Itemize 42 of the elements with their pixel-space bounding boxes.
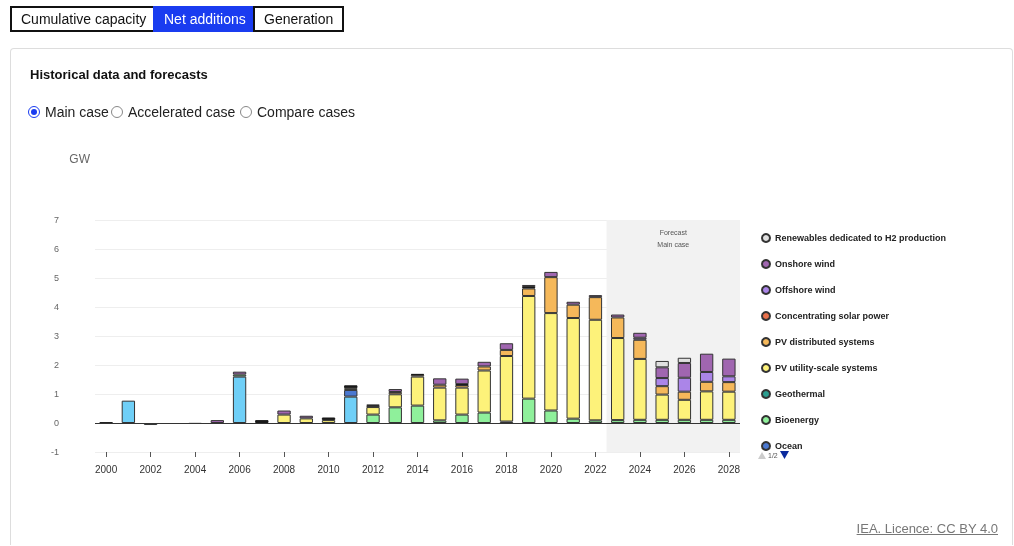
x-tick-label: 2022 xyxy=(584,463,607,475)
legend-label: Renewables dedicated to H2 production xyxy=(775,233,947,243)
y-tick-label: 5 xyxy=(53,273,59,283)
legend-label: Offshore wind xyxy=(775,285,836,295)
x-tick-label: 2012 xyxy=(361,463,385,475)
y-axis-title: GW xyxy=(69,152,91,166)
x-tick-label: 2016 xyxy=(450,463,474,475)
legend-label: Geothermal xyxy=(775,389,826,399)
legend-label: Onshore wind xyxy=(775,259,836,269)
y-tick-label: 7 xyxy=(53,215,59,225)
x-tick-label: 2024 xyxy=(628,463,652,475)
legend-label: Concentrating solar power xyxy=(775,311,890,321)
text: Compare cases xyxy=(257,104,356,120)
x-tick-label: 2020 xyxy=(539,463,563,475)
legend-label: PV utility-scale systems xyxy=(775,363,878,373)
text: IEA. Licence: CC BY 4.0 xyxy=(856,521,998,536)
y-tick-label: -1 xyxy=(50,447,59,457)
y-tick-label: 1 xyxy=(53,389,59,399)
y-tick-label: 2 xyxy=(53,360,59,370)
text: Net additions xyxy=(153,6,257,32)
text: Main case xyxy=(45,104,109,120)
x-tick-label: 2014 xyxy=(406,463,430,475)
x-tick-label: 2010 xyxy=(317,463,341,475)
text: Cumulative capacity xyxy=(10,6,158,32)
y-tick-label: 0 xyxy=(53,418,59,428)
legend-label: Bioenergy xyxy=(775,415,820,425)
x-tick-label: 2028 xyxy=(717,463,741,475)
x-tick-label: 2002 xyxy=(139,463,163,475)
chart-title: Historical data and forecasts xyxy=(30,67,208,82)
text: Generation xyxy=(253,6,345,32)
y-tick-label: 6 xyxy=(53,244,59,254)
x-tick-label: 2000 xyxy=(95,463,118,475)
y-tick-label: 4 xyxy=(53,302,59,312)
x-tick-label: 2008 xyxy=(272,463,296,475)
x-tick-label: 2026 xyxy=(673,463,696,475)
x-tick-label: 2004 xyxy=(183,463,207,475)
y-tick-label: 3 xyxy=(53,331,59,341)
legend-label: PV distributed systems xyxy=(775,337,875,347)
x-tick-label: 2018 xyxy=(495,463,519,475)
legend-label: Ocean xyxy=(775,441,803,451)
text: Accelerated case xyxy=(128,104,236,120)
x-tick-label: 2006 xyxy=(228,463,252,475)
